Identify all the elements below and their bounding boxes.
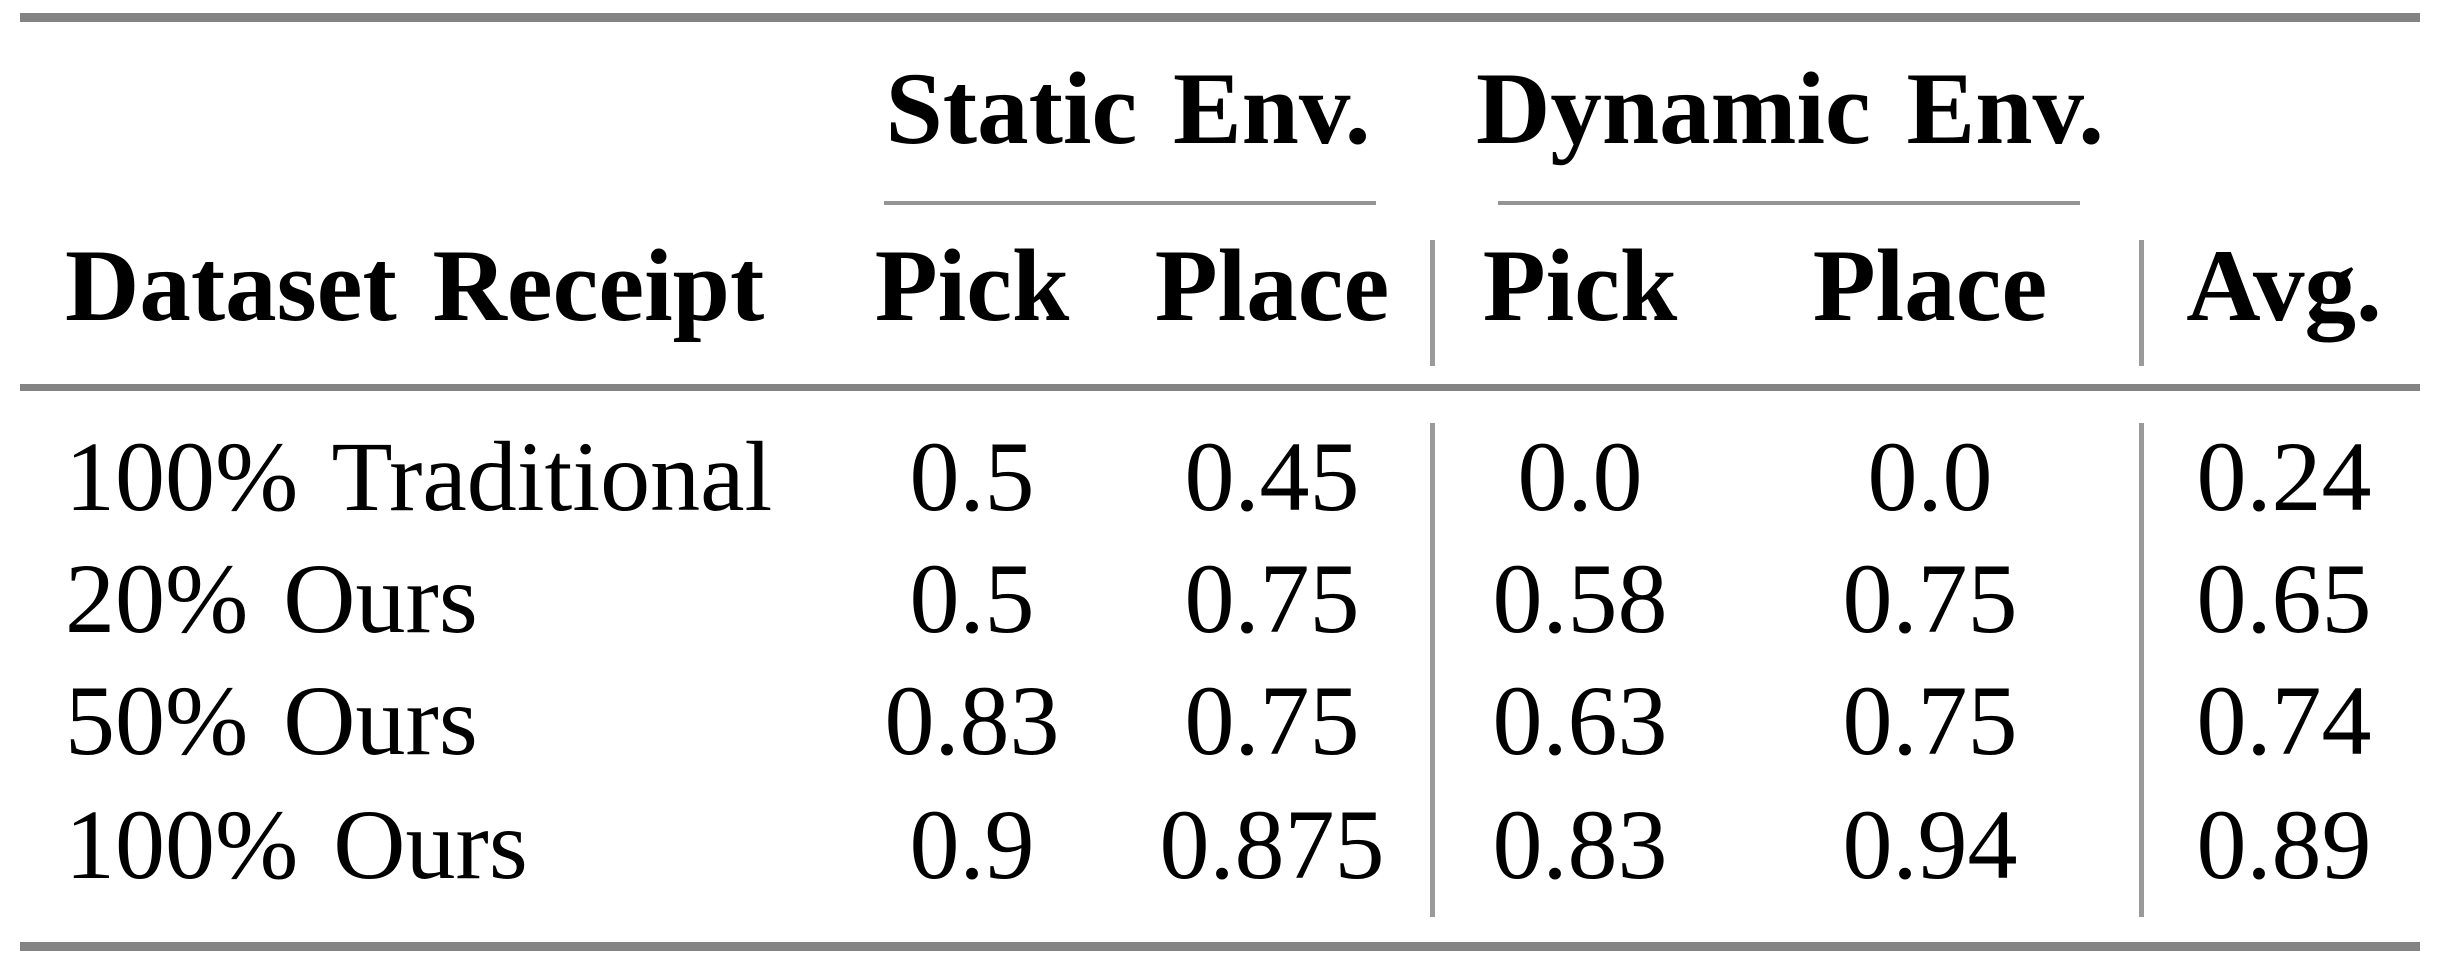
row-label-50-ours: 50% Ours [65, 665, 478, 776]
table-bottom-rule [20, 942, 2420, 951]
vertical-rule-2-header [2139, 240, 2144, 366]
cell-static-pick: 0.83 [884, 665, 1060, 776]
header-dynamic-pick: Pick [1482, 229, 1678, 343]
cell-dynamic-pick: 0.63 [1492, 665, 1668, 776]
cell-static-place: 0.75 [1184, 543, 1360, 654]
cell-dynamic-place: 0.0 [1867, 421, 1993, 532]
cell-dynamic-place: 0.94 [1842, 789, 2018, 900]
header-avg: Avg. [2186, 229, 2382, 343]
cell-static-pick: 0.9 [909, 789, 1035, 900]
cell-dynamic-pick: 0.58 [1492, 543, 1668, 654]
table-top-rule [20, 13, 2420, 22]
cell-dynamic-pick: 0.83 [1492, 789, 1668, 900]
cell-static-pick: 0.5 [909, 421, 1035, 532]
cell-static-place: 0.45 [1184, 421, 1360, 532]
cell-avg: 0.65 [2196, 543, 2372, 654]
vertical-rule-1-body [1430, 423, 1435, 917]
cell-dynamic-place: 0.75 [1842, 665, 2018, 776]
cell-avg: 0.74 [2196, 665, 2372, 776]
cell-dynamic-pick: 0.0 [1517, 421, 1643, 532]
cell-dynamic-place: 0.75 [1842, 543, 2018, 654]
header-dataset-receipt: Dataset Receipt [65, 229, 765, 343]
vertical-rule-2-body [2139, 423, 2144, 917]
static-env-cmidrule [884, 201, 1376, 205]
header-dynamic-place: Place [1812, 229, 2048, 343]
cell-avg: 0.89 [2196, 789, 2372, 900]
cell-static-pick: 0.5 [909, 543, 1035, 654]
vertical-rule-1-header [1430, 240, 1435, 366]
table-header-rule [20, 384, 2420, 391]
row-label-100-ours: 100% Ours [65, 789, 528, 900]
column-group-dynamic-env: Dynamic Env. [1475, 52, 2105, 166]
row-label-20-ours: 20% Ours [65, 543, 478, 654]
cell-static-place: 0.875 [1159, 789, 1385, 900]
header-static-pick: Pick [874, 229, 1070, 343]
cell-static-place: 0.75 [1184, 665, 1360, 776]
dynamic-env-cmidrule [1498, 201, 2080, 205]
cell-avg: 0.24 [2196, 421, 2372, 532]
header-static-place: Place [1154, 229, 1390, 343]
row-label-100-traditional: 100% Traditional [65, 421, 773, 532]
column-group-static-env: Static Env. [885, 52, 1371, 166]
